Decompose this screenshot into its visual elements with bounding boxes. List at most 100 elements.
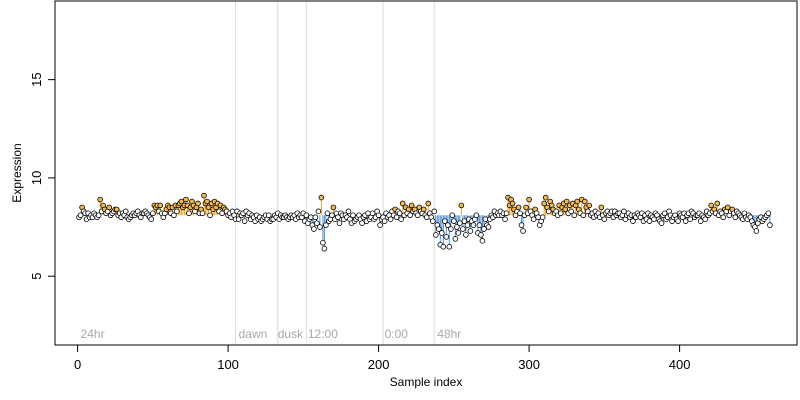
x-tick-label: 300 (518, 357, 540, 372)
data-point (235, 216, 242, 222)
data-point (732, 214, 739, 221)
data-point (369, 210, 376, 217)
data-point (445, 222, 451, 228)
data-point (317, 224, 323, 230)
data-point (314, 220, 320, 226)
data-point (207, 212, 213, 219)
data-point (571, 212, 578, 219)
region-label: 12:00 (308, 327, 338, 341)
data-point (195, 200, 201, 207)
data-point (503, 210, 510, 217)
data-point (241, 218, 248, 224)
data-point (312, 214, 319, 221)
data-point (408, 202, 415, 209)
data-point (467, 228, 474, 234)
data-point (584, 208, 591, 215)
data-point (414, 212, 421, 219)
data-point (440, 243, 447, 250)
data-point (702, 216, 708, 222)
data-point (407, 212, 413, 219)
data-point (574, 198, 581, 205)
y-tick-label: 10 (29, 171, 44, 185)
data-point (204, 198, 210, 205)
data-point (442, 218, 448, 224)
x-tick-label: 100 (217, 357, 239, 372)
plot-frame (54, 0, 798, 346)
data-point (77, 212, 84, 219)
data-point (106, 204, 112, 211)
data-point (461, 218, 468, 224)
data-point (265, 212, 272, 219)
data-point (539, 214, 546, 221)
data-point (359, 220, 365, 226)
data-point (449, 212, 456, 219)
x-axis-label: Sample index (390, 375, 463, 389)
data-point (308, 214, 314, 221)
data-point (697, 218, 704, 224)
data-point (658, 220, 665, 226)
data-point (557, 210, 564, 217)
data-point (470, 222, 477, 228)
data-point (393, 214, 400, 221)
data-point (150, 210, 156, 217)
data-point (398, 216, 404, 222)
data-point (439, 230, 445, 236)
data-point (463, 232, 469, 238)
data-point (526, 196, 532, 203)
data-point (186, 210, 192, 217)
data-point (420, 206, 427, 213)
data-point (753, 228, 760, 234)
data-point (174, 208, 180, 215)
data-point (157, 202, 164, 209)
data-point (171, 212, 177, 219)
data-point (387, 216, 394, 222)
data-point (580, 212, 587, 219)
data-point (350, 212, 356, 219)
data-point (399, 200, 406, 207)
data-point (481, 226, 487, 232)
data-point (95, 212, 102, 219)
data-point (446, 243, 453, 250)
data-point (502, 216, 508, 222)
data-point (443, 234, 450, 240)
x-tick-label: 400 (669, 357, 691, 372)
data-point (435, 226, 442, 232)
data-point (381, 218, 388, 224)
data-point (201, 192, 207, 199)
data-point (148, 216, 155, 222)
region-divider-lines (235, 1, 435, 345)
region-label: 0:00 (385, 327, 409, 341)
data-point (311, 226, 317, 232)
data-point (460, 226, 466, 232)
data-point (431, 208, 438, 215)
data-point (405, 206, 412, 213)
data-point (219, 210, 225, 217)
data-point (336, 220, 343, 226)
data-point (541, 200, 547, 207)
y-axis: 5 10 15 (29, 72, 56, 280)
data-point (178, 198, 185, 205)
data-point (324, 210, 331, 217)
region-label: dawn (239, 327, 268, 341)
data-point (183, 196, 189, 203)
data-point (315, 208, 322, 215)
data-point (518, 222, 525, 228)
data-point (479, 238, 486, 244)
data-point (563, 198, 570, 205)
data-point (509, 200, 516, 207)
data-point (454, 224, 460, 230)
data-point (318, 194, 325, 201)
data-point (199, 210, 206, 217)
data-point (682, 218, 689, 224)
data-point (205, 204, 212, 211)
region-label: 24hr (81, 327, 105, 341)
y-tick-label: 15 (29, 72, 44, 86)
data-point (482, 216, 489, 222)
data-point (473, 212, 480, 219)
data-point (767, 222, 773, 228)
data-point (598, 204, 605, 211)
data-points (76, 192, 773, 252)
x-axis: 0 100 200 300 400 (74, 344, 691, 372)
data-point (429, 218, 436, 224)
